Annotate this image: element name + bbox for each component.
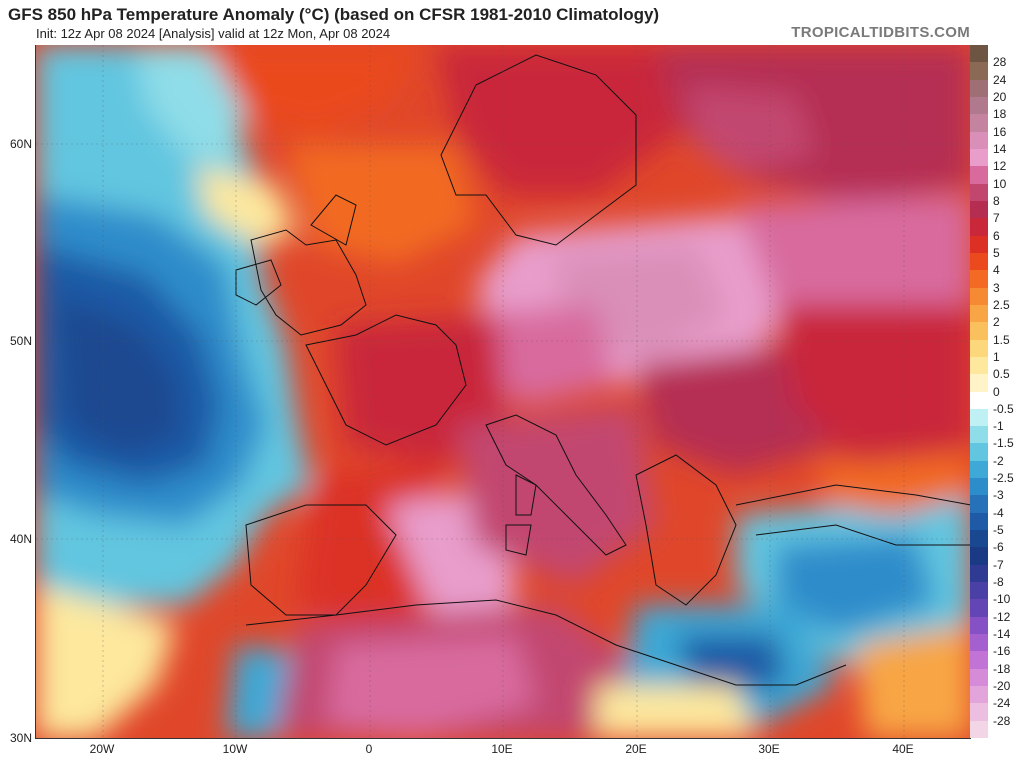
colorbar-cap xyxy=(970,45,988,63)
colorbar-label: 5 xyxy=(993,245,1000,260)
colorbar-cell xyxy=(970,686,988,704)
lon-label-10w: 10W xyxy=(222,742,248,756)
colorbar-label: -8 xyxy=(993,575,1004,590)
colorbar-label: -1 xyxy=(993,419,1004,434)
colorbar-cell xyxy=(970,426,988,444)
graticule xyxy=(36,45,971,738)
colorbar-label: 28 xyxy=(993,55,1007,70)
anomaly-patches xyxy=(36,45,971,738)
colorbar-label: -7 xyxy=(993,557,1004,572)
colorbar-cell xyxy=(970,183,988,202)
colorbar-cell xyxy=(970,114,988,133)
colorbar-label: 20 xyxy=(993,89,1007,104)
colorbar-label: -2 xyxy=(993,453,1004,468)
lat-label-60n: 60N xyxy=(9,137,32,151)
colorbar-label: -28 xyxy=(993,713,1011,728)
anomaly-field xyxy=(36,45,971,738)
colorbar-label: 4 xyxy=(993,263,1000,278)
colorbar-cell xyxy=(970,478,988,496)
lon-label-10e: 10E xyxy=(491,742,513,756)
colorbar-cell xyxy=(970,547,988,566)
colorbar-cell xyxy=(970,512,988,531)
colorbar-label: 8 xyxy=(993,193,1000,208)
lat-label-40n: 40N xyxy=(9,532,32,546)
colorbar-cell xyxy=(970,96,988,115)
colorbar-label: 1.5 xyxy=(993,332,1010,347)
colorbar-label: -3 xyxy=(993,488,1004,503)
colorbar-label: -24 xyxy=(993,696,1011,711)
colorbar-cell xyxy=(970,252,988,271)
lon-label-40e: 40E xyxy=(892,742,914,756)
colorbar-cell xyxy=(970,634,988,652)
colorbar-cell xyxy=(970,530,988,548)
colorbar-cell xyxy=(970,356,988,375)
colorbar-cell xyxy=(970,651,988,670)
colorbar-cell xyxy=(970,62,988,81)
colorbar-label: 2.5 xyxy=(993,297,1010,312)
colorbar-label: 0.5 xyxy=(993,367,1010,382)
colorbar-cell xyxy=(970,218,988,237)
colorbar-cell xyxy=(970,166,988,185)
colorbar-cell xyxy=(970,322,988,340)
colorbar-cell xyxy=(970,408,988,427)
colorbar-cell xyxy=(970,131,988,150)
coastlines xyxy=(235,54,971,686)
lon-label-20e: 20E xyxy=(625,742,647,756)
colorbar-label: -4 xyxy=(993,505,1004,520)
colorbar-label: 12 xyxy=(993,159,1007,174)
map-title: GFS 850 hPa Temperature Anomaly (°C) (ba… xyxy=(8,5,660,24)
colorbar-cell xyxy=(970,703,988,722)
colorbar-label: 24 xyxy=(993,72,1007,87)
colorbar-label: 7 xyxy=(993,211,1000,226)
colorbar-cell xyxy=(970,616,988,635)
colorbar-label: -2.5 xyxy=(993,471,1014,486)
colorbar-label: -20 xyxy=(993,679,1011,694)
lon-label-20w: 20W xyxy=(89,742,115,756)
colorbar-cell xyxy=(970,339,988,358)
colorbar-cell xyxy=(970,599,988,618)
colorbar-label: -0.5 xyxy=(993,401,1014,416)
lat-label-30n: 30N xyxy=(9,731,32,745)
colorbar-label: -16 xyxy=(993,644,1011,659)
colorbar-label: -12 xyxy=(993,609,1011,624)
colorbar-cell xyxy=(970,148,988,167)
lon-label-0: 0 xyxy=(365,742,373,756)
source-watermark: TROPICALTIDBITS.COM xyxy=(791,24,970,41)
colorbar-label: 6 xyxy=(993,228,1000,243)
colorbar-label: 18 xyxy=(993,107,1007,122)
colorbar-cell xyxy=(970,304,988,323)
colorbar-cell xyxy=(970,495,988,514)
colorbar-cell xyxy=(970,720,988,739)
colorbar-label: 0 xyxy=(993,384,1000,399)
colorbar-label: 1 xyxy=(993,349,1000,364)
colorbar-label: 10 xyxy=(993,176,1007,191)
colorbar-cell xyxy=(970,443,988,462)
lon-label-30e: 30E xyxy=(758,742,780,756)
colorbar-label: -14 xyxy=(993,627,1011,642)
colorbar-label: 16 xyxy=(993,124,1007,139)
colorbar-label: -1.5 xyxy=(993,436,1014,451)
colorbar-cell xyxy=(970,200,988,219)
colorbar-cell xyxy=(970,270,988,289)
colorbar-label: 3 xyxy=(993,280,1000,295)
colorbar-label: 14 xyxy=(993,141,1007,156)
colorbar-label: 2 xyxy=(993,315,1000,330)
colorbar-label: -10 xyxy=(993,592,1011,607)
colorbar-label: -18 xyxy=(993,661,1011,676)
colorbar-cell xyxy=(970,287,988,306)
colorbar-cell xyxy=(970,582,988,600)
colorbar-cell xyxy=(970,668,988,687)
colorbar-label: -6 xyxy=(993,540,1004,555)
colorbar-cell xyxy=(970,564,988,583)
colorbar-cell xyxy=(970,235,988,254)
colorbar-cell xyxy=(970,391,988,410)
colorbar-label: -5 xyxy=(993,523,1004,538)
colorbar-cell xyxy=(970,79,988,98)
colorbar-cell xyxy=(970,460,988,479)
colorbar-cell xyxy=(970,374,988,392)
anomaly-map xyxy=(35,45,971,739)
colorbar xyxy=(970,45,988,739)
map-subtitle: Init: 12z Apr 08 2024 [Analysis] valid a… xyxy=(36,26,391,41)
lat-label-50n: 50N xyxy=(9,334,32,348)
